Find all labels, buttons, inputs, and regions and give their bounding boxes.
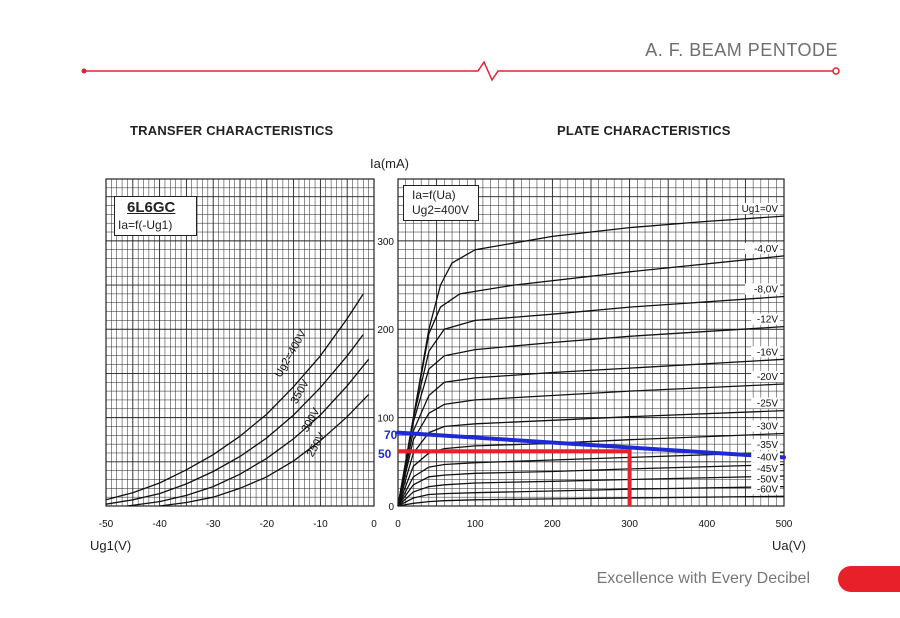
series-label: -20V bbox=[757, 372, 778, 383]
x-tick-label: -40 bbox=[152, 519, 167, 530]
series-label-bg bbox=[738, 203, 780, 215]
x-tick-label: 0 bbox=[395, 519, 401, 530]
series-line bbox=[397, 255, 785, 507]
series-label: -60V bbox=[757, 484, 778, 495]
curve-labels: Ug1=0V -4,0V -8,0V -12V -16V -20V -25V -30V -35V… bbox=[738, 203, 780, 495]
series-label-bg bbox=[745, 283, 780, 295]
transfer-formula: Ia=f(-Ug1) bbox=[118, 218, 173, 232]
series-line bbox=[159, 394, 370, 507]
series-line bbox=[397, 295, 785, 507]
x-tick-label: -20 bbox=[260, 519, 275, 530]
load-line bbox=[396, 430, 786, 460]
series-label: -35V bbox=[757, 440, 778, 451]
operating-point-label: 50 bbox=[378, 447, 392, 461]
y-tick-label: 100 bbox=[377, 414, 394, 425]
series-label: -40V bbox=[757, 452, 778, 463]
y-tick-label: 0 bbox=[388, 502, 394, 513]
plate-condition: Ug2=400V bbox=[412, 203, 470, 217]
series-label-bg bbox=[751, 371, 780, 383]
x-tick-label: 400 bbox=[698, 519, 715, 530]
x-tick-label: -30 bbox=[206, 519, 221, 530]
series-label: -30V bbox=[757, 422, 778, 433]
series-label-bg bbox=[751, 313, 780, 325]
plate-legend-box: Ia=f(Ua) Ug2=400V bbox=[403, 185, 479, 221]
footer-accent bbox=[838, 566, 900, 592]
series-label-bg bbox=[751, 397, 780, 409]
series-line bbox=[105, 334, 364, 505]
series-line bbox=[397, 495, 785, 507]
operating-point-line bbox=[398, 449, 632, 506]
x-tick-label: -10 bbox=[313, 519, 328, 530]
series-line bbox=[397, 432, 785, 507]
series-label: -8,0V bbox=[754, 285, 778, 296]
series-label-bg bbox=[751, 439, 780, 451]
transfer-title: TRANSFER CHARACTERISTICS bbox=[130, 123, 334, 138]
x-tick-label: 200 bbox=[544, 519, 561, 530]
plate-title: PLATE CHARACTERISTICS bbox=[557, 123, 731, 138]
plate-formula: Ia=f(Ua) bbox=[412, 188, 456, 202]
series-label-bg bbox=[751, 346, 780, 358]
series-line bbox=[397, 475, 785, 507]
series-line bbox=[397, 451, 785, 507]
y-tick-label: 300 bbox=[377, 237, 394, 248]
load-line-label: 70 bbox=[384, 428, 398, 442]
series-label-bg bbox=[745, 242, 780, 254]
plate-y-ticks: 0 100 200 300 bbox=[377, 237, 394, 513]
series-label-bg bbox=[751, 451, 780, 463]
series-label-bg bbox=[751, 483, 780, 495]
series-label: -16V bbox=[757, 347, 778, 358]
series-label-bg bbox=[751, 462, 780, 474]
series-line bbox=[397, 325, 785, 507]
header-rule bbox=[81, 60, 840, 82]
series-line bbox=[105, 293, 364, 501]
plate-annotations bbox=[396, 430, 786, 506]
series-label-bg bbox=[751, 473, 780, 485]
series-line bbox=[397, 358, 785, 507]
series-label: -50V bbox=[757, 475, 778, 486]
series-line bbox=[127, 358, 370, 507]
plate-x-axis-label: Ua(V) bbox=[772, 538, 806, 553]
tube-type: 6L6GC bbox=[127, 199, 176, 216]
footer-tagline: Excellence with Every Decibel bbox=[596, 570, 810, 587]
plate-x-ticks: 0 100 200 300 400 500 bbox=[395, 519, 793, 530]
series-label: -25V bbox=[757, 399, 778, 410]
series-label: -45V bbox=[757, 464, 778, 475]
y-tick-label: 200 bbox=[377, 325, 394, 336]
x-tick-label: 500 bbox=[776, 519, 793, 530]
x-tick-label: 300 bbox=[621, 519, 638, 530]
series-line bbox=[397, 463, 785, 507]
transfer-x-ticks: -50 -40 -30 -20 -10 0 bbox=[99, 519, 377, 530]
x-tick-label: -50 bbox=[99, 519, 114, 530]
transfer-x-axis-label: Ug1(V) bbox=[90, 538, 132, 553]
header-title: A. F. BEAM PENTODE bbox=[645, 40, 838, 60]
x-tick-label: 100 bbox=[467, 519, 484, 530]
series-label: -12V bbox=[757, 315, 778, 326]
x-tick-label: 0 bbox=[371, 519, 377, 530]
transfer-legend-box: 6L6GC Ia=f(-Ug1) bbox=[114, 196, 197, 236]
series-label: -4,0V bbox=[754, 244, 778, 255]
series-line bbox=[397, 485, 785, 507]
y-axis-label: Ia(mA) bbox=[370, 156, 409, 171]
series-label-bg bbox=[751, 420, 780, 432]
series-label: Ug1=0V bbox=[742, 204, 779, 215]
